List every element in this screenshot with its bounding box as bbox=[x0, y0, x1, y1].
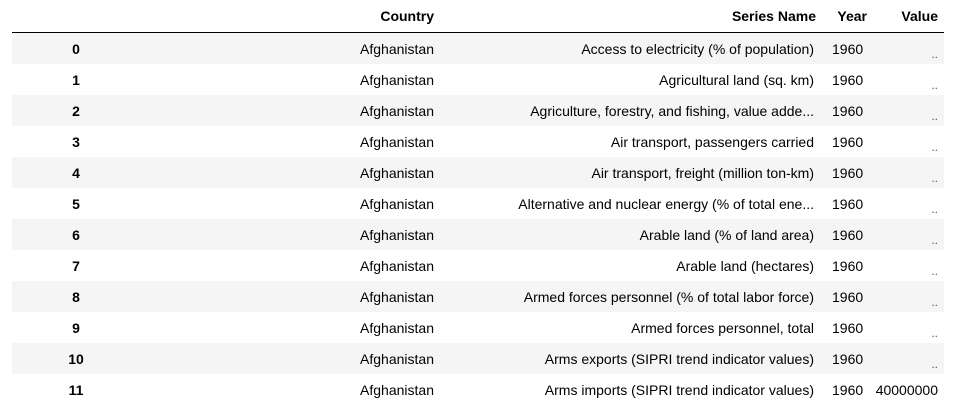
country-cell: Afghanistan bbox=[140, 281, 440, 312]
missing-value: .. bbox=[931, 47, 938, 61]
row-index: 9 bbox=[12, 312, 140, 343]
year-cell: 1960 bbox=[822, 64, 873, 95]
series-name-cell: Alternative and nuclear energy (% of tot… bbox=[440, 188, 822, 219]
series-name-cell: Armed forces personnel (% of total labor… bbox=[440, 281, 822, 312]
row-index: 4 bbox=[12, 157, 140, 188]
country-cell: Afghanistan bbox=[140, 374, 440, 405]
year-cell: 1960 bbox=[822, 374, 873, 405]
country-cell: Afghanistan bbox=[140, 33, 440, 65]
row-index: 3 bbox=[12, 126, 140, 157]
missing-value: .. bbox=[931, 326, 938, 340]
value-cell: .. bbox=[873, 250, 944, 281]
series-name-cell: Armed forces personnel, total bbox=[440, 312, 822, 343]
series-name-cell: Agricultural land (sq. km) bbox=[440, 64, 822, 95]
missing-value: .. bbox=[931, 357, 938, 371]
value-cell: 40000000 bbox=[873, 374, 944, 405]
country-cell: Afghanistan bbox=[140, 157, 440, 188]
series-name-cell: Arms imports (SIPRI trend indicator valu… bbox=[440, 374, 822, 405]
row-index: 8 bbox=[12, 281, 140, 312]
series-name-cell: Air transport, freight (million ton-km) bbox=[440, 157, 822, 188]
value-cell: .. bbox=[873, 33, 944, 65]
value-cell: .. bbox=[873, 312, 944, 343]
country-cell: Afghanistan bbox=[140, 250, 440, 281]
row-index: 5 bbox=[12, 188, 140, 219]
year-cell: 1960 bbox=[822, 95, 873, 126]
series-name-cell: Arable land (hectares) bbox=[440, 250, 822, 281]
year-cell: 1960 bbox=[822, 157, 873, 188]
country-cell: Afghanistan bbox=[140, 343, 440, 374]
missing-value: .. bbox=[931, 171, 938, 185]
country-cell: Afghanistan bbox=[140, 95, 440, 126]
value-cell: .. bbox=[873, 95, 944, 126]
series-name-header: Series Name bbox=[440, 0, 822, 33]
row-index: 10 bbox=[12, 343, 140, 374]
missing-value: .. bbox=[931, 202, 938, 216]
country-cell: Afghanistan bbox=[140, 312, 440, 343]
index-header bbox=[12, 0, 140, 33]
year-cell: 1960 bbox=[822, 343, 873, 374]
value-cell: .. bbox=[873, 188, 944, 219]
missing-value: .. bbox=[931, 295, 938, 309]
year-cell: 1960 bbox=[822, 281, 873, 312]
value-cell: .. bbox=[873, 157, 944, 188]
missing-value: .. bbox=[931, 109, 938, 123]
year-cell: 1960 bbox=[822, 126, 873, 157]
country-cell: Afghanistan bbox=[140, 64, 440, 95]
country-cell: Afghanistan bbox=[140, 188, 440, 219]
value-cell: .. bbox=[873, 281, 944, 312]
header-row: Country Series Name Year Value bbox=[12, 0, 944, 33]
value-cell: .. bbox=[873, 64, 944, 95]
series-name-cell: Arable land (% of land area) bbox=[440, 219, 822, 250]
series-name-cell: Access to electricity (% of population) bbox=[440, 33, 822, 65]
year-cell: 1960 bbox=[822, 33, 873, 65]
row-index: 11 bbox=[12, 374, 140, 405]
table-header: Country Series Name Year Value bbox=[12, 0, 944, 33]
year-header: Year bbox=[822, 0, 873, 33]
series-name-cell: Air transport, passengers carried bbox=[440, 126, 822, 157]
series-name-cell: Agriculture, forestry, and fishing, valu… bbox=[440, 95, 822, 126]
country-cell: Afghanistan bbox=[140, 126, 440, 157]
value-cell: .. bbox=[873, 126, 944, 157]
row-index: 0 bbox=[12, 33, 140, 65]
row-index: 1 bbox=[12, 64, 140, 95]
year-cell: 1960 bbox=[822, 250, 873, 281]
missing-value: .. bbox=[931, 264, 938, 278]
missing-value: .. bbox=[931, 233, 938, 247]
year-cell: 1960 bbox=[822, 312, 873, 343]
missing-value: .. bbox=[931, 140, 938, 154]
value-cell: .. bbox=[873, 219, 944, 250]
value-cell: .. bbox=[873, 343, 944, 374]
country-cell: Afghanistan bbox=[140, 219, 440, 250]
row-index: 2 bbox=[12, 95, 140, 126]
row-index: 7 bbox=[12, 250, 140, 281]
value-header: Value bbox=[873, 0, 944, 33]
row-index: 6 bbox=[12, 219, 140, 250]
country-header: Country bbox=[140, 0, 440, 33]
year-cell: 1960 bbox=[822, 219, 873, 250]
missing-value: .. bbox=[931, 78, 938, 92]
series-name-cell: Arms exports (SIPRI trend indicator valu… bbox=[440, 343, 822, 374]
year-cell: 1960 bbox=[822, 188, 873, 219]
